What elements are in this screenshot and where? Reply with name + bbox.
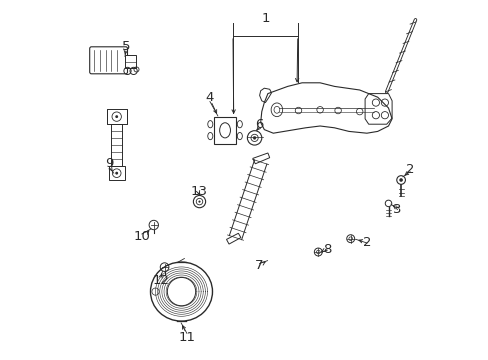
- Circle shape: [115, 172, 118, 175]
- FancyBboxPatch shape: [89, 47, 127, 74]
- Text: 2: 2: [362, 237, 370, 249]
- Circle shape: [399, 178, 402, 182]
- Circle shape: [198, 201, 200, 203]
- Text: 4: 4: [205, 91, 214, 104]
- Text: 3: 3: [392, 203, 401, 216]
- FancyBboxPatch shape: [213, 117, 236, 144]
- Text: 7: 7: [255, 259, 264, 272]
- Text: 8: 8: [323, 243, 331, 256]
- Text: 6: 6: [254, 118, 263, 131]
- Text: 2: 2: [405, 163, 413, 176]
- Text: 12: 12: [152, 274, 169, 287]
- Text: 1: 1: [261, 12, 269, 24]
- Text: 10: 10: [133, 230, 150, 243]
- Text: 5: 5: [121, 40, 130, 53]
- Text: 11: 11: [178, 331, 195, 344]
- Text: 9: 9: [105, 157, 113, 170]
- Circle shape: [253, 136, 256, 139]
- FancyBboxPatch shape: [125, 55, 136, 68]
- FancyBboxPatch shape: [111, 124, 122, 166]
- Circle shape: [115, 115, 118, 118]
- Text: 13: 13: [190, 185, 207, 198]
